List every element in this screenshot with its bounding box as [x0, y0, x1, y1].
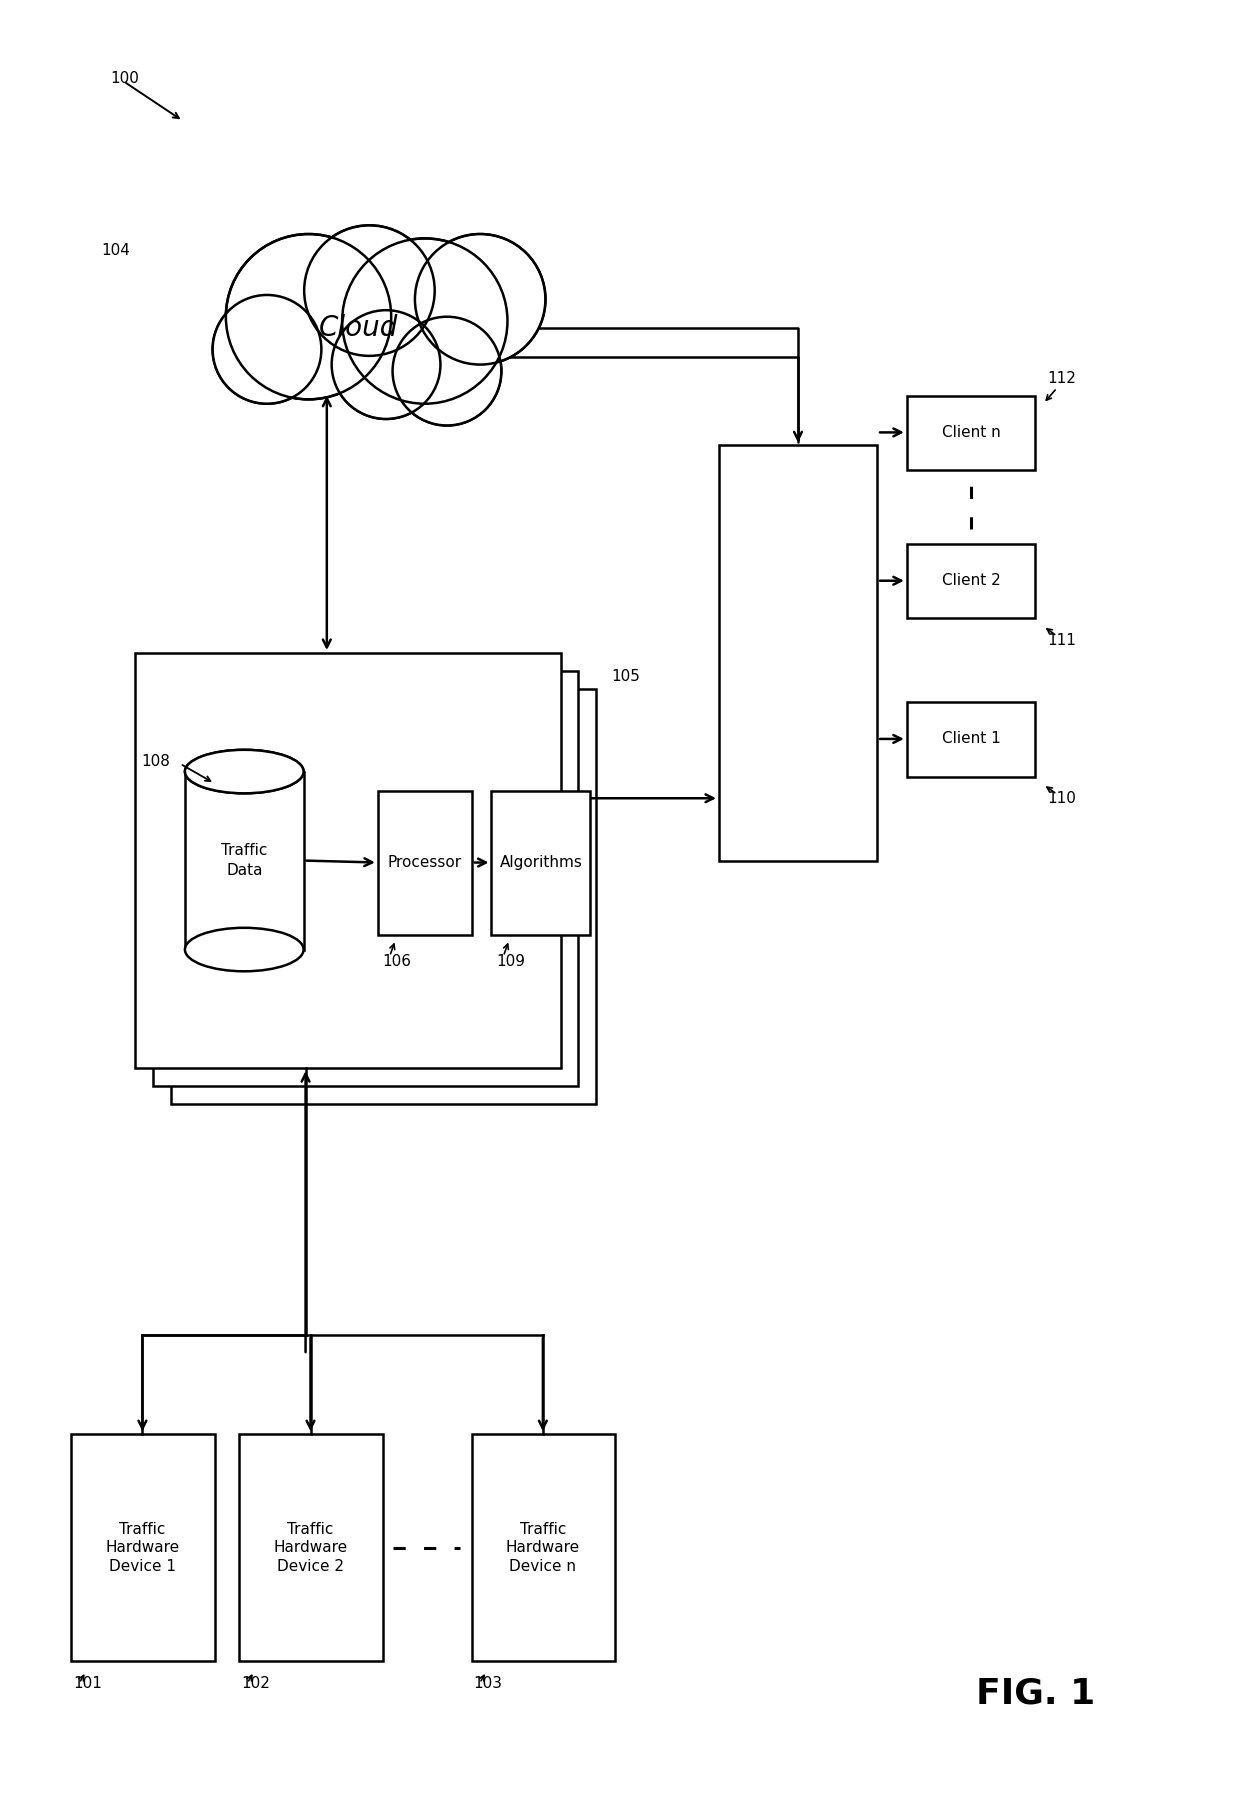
Bar: [185, 771, 304, 950]
Circle shape: [212, 295, 321, 404]
Circle shape: [215, 296, 320, 402]
Circle shape: [415, 235, 546, 364]
Circle shape: [394, 318, 500, 424]
Ellipse shape: [185, 749, 304, 793]
Circle shape: [331, 311, 440, 418]
Text: Client n: Client n: [941, 426, 1001, 440]
Bar: [906, 702, 1035, 777]
Text: 108: 108: [141, 753, 170, 769]
Circle shape: [228, 236, 388, 397]
Text: 112: 112: [1047, 371, 1076, 386]
Bar: [171, 689, 596, 1104]
Circle shape: [417, 236, 543, 362]
Bar: [239, 1433, 383, 1661]
Text: 109: 109: [496, 955, 526, 970]
Circle shape: [306, 227, 433, 355]
Text: 110: 110: [1047, 791, 1076, 806]
Text: Traffic
Hardware
Device n: Traffic Hardware Device n: [506, 1523, 580, 1573]
Ellipse shape: [185, 749, 304, 793]
Text: FIG. 1: FIG. 1: [976, 1677, 1095, 1712]
Bar: [906, 397, 1035, 469]
Bar: [491, 791, 590, 935]
Text: Traffic
Data: Traffic Data: [221, 844, 268, 879]
Text: Client 1: Client 1: [941, 731, 1001, 746]
Bar: [135, 653, 560, 1068]
Circle shape: [226, 235, 391, 400]
Circle shape: [304, 226, 435, 357]
Circle shape: [342, 238, 507, 404]
Bar: [154, 671, 579, 1086]
Text: Traffic
Hardware
Device 2: Traffic Hardware Device 2: [274, 1523, 347, 1573]
Text: 104: 104: [100, 242, 130, 258]
Text: Algorithms: Algorithms: [500, 855, 583, 869]
Text: 101: 101: [73, 1677, 102, 1692]
Circle shape: [345, 240, 505, 402]
Text: 100: 100: [110, 71, 140, 87]
Text: Cloud: Cloud: [319, 313, 398, 342]
Text: 106: 106: [383, 955, 412, 970]
Ellipse shape: [185, 928, 304, 971]
Bar: [471, 1433, 615, 1661]
Bar: [378, 791, 471, 935]
Text: 102: 102: [242, 1677, 270, 1692]
Circle shape: [334, 311, 439, 417]
Text: Traffic
Hardware
Device 1: Traffic Hardware Device 1: [105, 1523, 180, 1573]
Text: 111: 111: [1047, 633, 1076, 648]
Circle shape: [393, 317, 501, 426]
Bar: [719, 446, 877, 860]
Text: 103: 103: [474, 1677, 502, 1692]
Bar: [71, 1433, 215, 1661]
Text: Processor: Processor: [387, 855, 461, 869]
Text: 105: 105: [611, 669, 640, 684]
Text: Client 2: Client 2: [941, 573, 1001, 588]
Bar: [906, 544, 1035, 618]
